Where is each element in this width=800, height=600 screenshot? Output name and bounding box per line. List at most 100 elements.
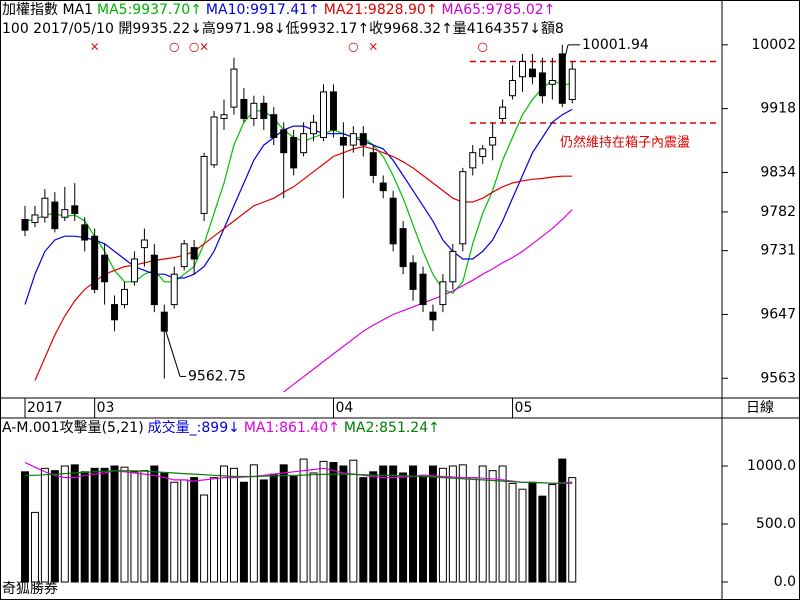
candle-body bbox=[479, 148, 487, 157]
volume-bar bbox=[80, 471, 89, 583]
volume-bar bbox=[349, 459, 358, 583]
y-tick-label: 9782 bbox=[760, 204, 796, 220]
candle-body bbox=[280, 129, 288, 154]
candle-body bbox=[210, 116, 218, 166]
volume-bar bbox=[309, 472, 318, 583]
signal: ○ bbox=[189, 40, 199, 54]
signal: × bbox=[90, 40, 100, 54]
annotation: 9562.75 bbox=[188, 368, 246, 384]
volume-bar bbox=[299, 458, 308, 583]
y-tick-label: 9834 bbox=[760, 164, 796, 180]
volume-bar bbox=[269, 473, 278, 583]
candle-body bbox=[359, 133, 367, 146]
header-item: MA1:861.40↑ bbox=[244, 420, 340, 436]
volume-bar bbox=[150, 465, 159, 583]
volume-bar bbox=[568, 477, 577, 583]
period-label: 日線 bbox=[746, 400, 774, 416]
volume-bar bbox=[180, 479, 189, 583]
ma-line bbox=[24, 108, 573, 305]
volume-bar bbox=[140, 470, 149, 583]
footer: 奇狐勝券 bbox=[2, 580, 58, 597]
volume-bar bbox=[210, 477, 219, 583]
candle-body bbox=[200, 155, 208, 214]
candle-body bbox=[419, 273, 427, 306]
candle-body bbox=[399, 228, 407, 268]
volume-bar bbox=[229, 467, 238, 583]
header-item: MA65:9785.02↑ bbox=[442, 2, 556, 18]
volume-bar bbox=[130, 471, 139, 583]
header-item: MA10:9917.41↑ bbox=[206, 2, 320, 18]
y-tick-label: 9647 bbox=[760, 306, 796, 322]
volume-bar bbox=[50, 470, 59, 583]
header-item: MA5:9937.70↑ bbox=[97, 2, 202, 18]
volume-bar bbox=[528, 481, 537, 583]
volume-bar bbox=[110, 465, 119, 583]
candle-body bbox=[170, 273, 178, 306]
x-tick-label: 2017 bbox=[27, 400, 63, 416]
volume-bar bbox=[448, 465, 457, 583]
candle-body bbox=[190, 247, 198, 260]
header: 加權指數 MA1 MA5:9937.70↑ MA10:9917.41↑ MA21:98… bbox=[2, 2, 555, 18]
volume-bar bbox=[458, 464, 467, 583]
candle-body bbox=[180, 243, 188, 268]
box-note: 仍然維持在箱子內震盪 bbox=[560, 135, 690, 151]
header-item: A-M.001攻擊量(5,21) bbox=[2, 419, 144, 436]
y-tick-label: 1000.0 bbox=[747, 458, 796, 474]
header-item: 成交量_:899↓ bbox=[148, 419, 240, 436]
y-tick-label: 9563 bbox=[760, 370, 796, 386]
candle-body bbox=[528, 68, 536, 78]
volume-bar bbox=[160, 472, 169, 583]
candle-body bbox=[51, 201, 59, 230]
volume-bar bbox=[170, 481, 179, 583]
candle-body bbox=[538, 72, 546, 97]
signal: × bbox=[368, 40, 378, 54]
candle-body bbox=[439, 281, 447, 306]
annotation-pointer bbox=[561, 44, 569, 70]
ma-line bbox=[34, 145, 573, 381]
candle-body bbox=[489, 136, 497, 146]
y-tick-label: 500.0 bbox=[756, 516, 796, 532]
volume-bar bbox=[339, 465, 348, 583]
volume-bar bbox=[220, 465, 228, 583]
candle-body bbox=[220, 114, 228, 119]
ma-line bbox=[283, 209, 573, 393]
subtitle: 100 2017/05/10 開9935.22↓高9971.98↓低9932.1… bbox=[2, 20, 564, 37]
candle-body bbox=[150, 254, 158, 306]
volume-bar bbox=[508, 482, 517, 583]
volume-bar bbox=[21, 471, 29, 583]
signal: ○ bbox=[169, 40, 179, 54]
volume-bar bbox=[239, 481, 248, 583]
header-item: MA21:9828.90↑ bbox=[324, 2, 438, 18]
candle-body bbox=[379, 182, 387, 192]
candle-body bbox=[369, 152, 377, 176]
volume-bar bbox=[409, 465, 418, 583]
candle-body bbox=[329, 91, 337, 131]
volume-bar bbox=[70, 464, 79, 583]
ma-line bbox=[24, 79, 573, 294]
volume-bar bbox=[90, 467, 99, 583]
candle-body bbox=[449, 250, 457, 283]
candle-body bbox=[91, 235, 99, 290]
candle-body bbox=[121, 288, 128, 306]
volume-bar bbox=[359, 477, 368, 583]
volume-bar bbox=[100, 467, 109, 583]
volume-bar bbox=[488, 470, 497, 583]
volume-bar bbox=[379, 465, 388, 583]
volume-bar bbox=[399, 472, 408, 583]
volume-bar bbox=[249, 464, 258, 583]
candle-body bbox=[250, 102, 258, 119]
volume-bar bbox=[518, 488, 527, 583]
volume-bar bbox=[369, 471, 378, 583]
volume-bar bbox=[329, 462, 338, 583]
candle-body bbox=[499, 106, 507, 119]
candle-body bbox=[519, 61, 526, 78]
candle-body bbox=[548, 80, 556, 85]
candle-body bbox=[230, 68, 238, 108]
candle-body bbox=[71, 205, 79, 214]
volume-bar bbox=[190, 477, 199, 583]
candle-body bbox=[389, 197, 397, 245]
candle-body bbox=[290, 136, 298, 169]
candle-body bbox=[81, 224, 89, 241]
candle-body bbox=[339, 136, 347, 146]
